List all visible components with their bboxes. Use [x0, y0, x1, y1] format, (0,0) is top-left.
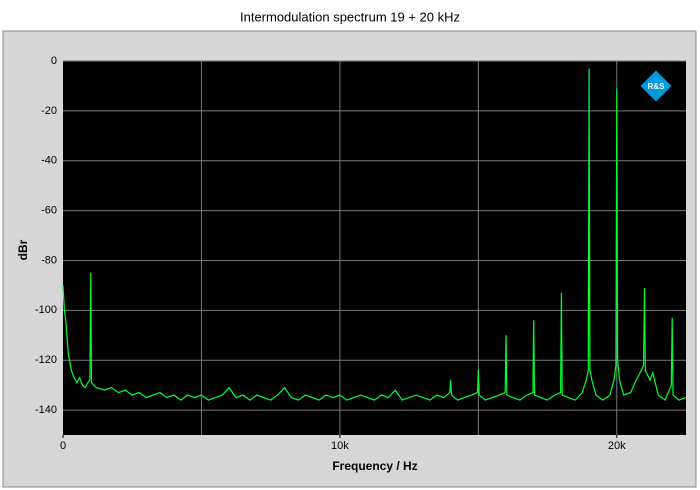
x-tick-label: 0 [60, 440, 66, 452]
y-tick-label: 0 [51, 55, 57, 67]
spectrum-line [62, 68, 687, 402]
plot-area [63, 61, 686, 435]
chart-title: Intermodulation spectrum 19 + 20 kHz [240, 9, 460, 24]
logo-text: R&S [648, 82, 666, 91]
y-tick-label: -20 [41, 105, 57, 117]
x-tick-label: 10k [331, 440, 349, 452]
x-axis-label: Frequency / Hz [332, 459, 417, 473]
y-tick-label: -140 [35, 404, 57, 416]
y-tick-label: -100 [35, 304, 57, 316]
x-tick-label: 20k [608, 440, 626, 452]
y-tick-label: -80 [41, 254, 57, 266]
y-axis-label: dBr [16, 239, 30, 260]
y-tick-label: -120 [35, 354, 57, 366]
y-tick-label: -60 [41, 205, 57, 217]
y-tick-label: -40 [41, 155, 57, 167]
